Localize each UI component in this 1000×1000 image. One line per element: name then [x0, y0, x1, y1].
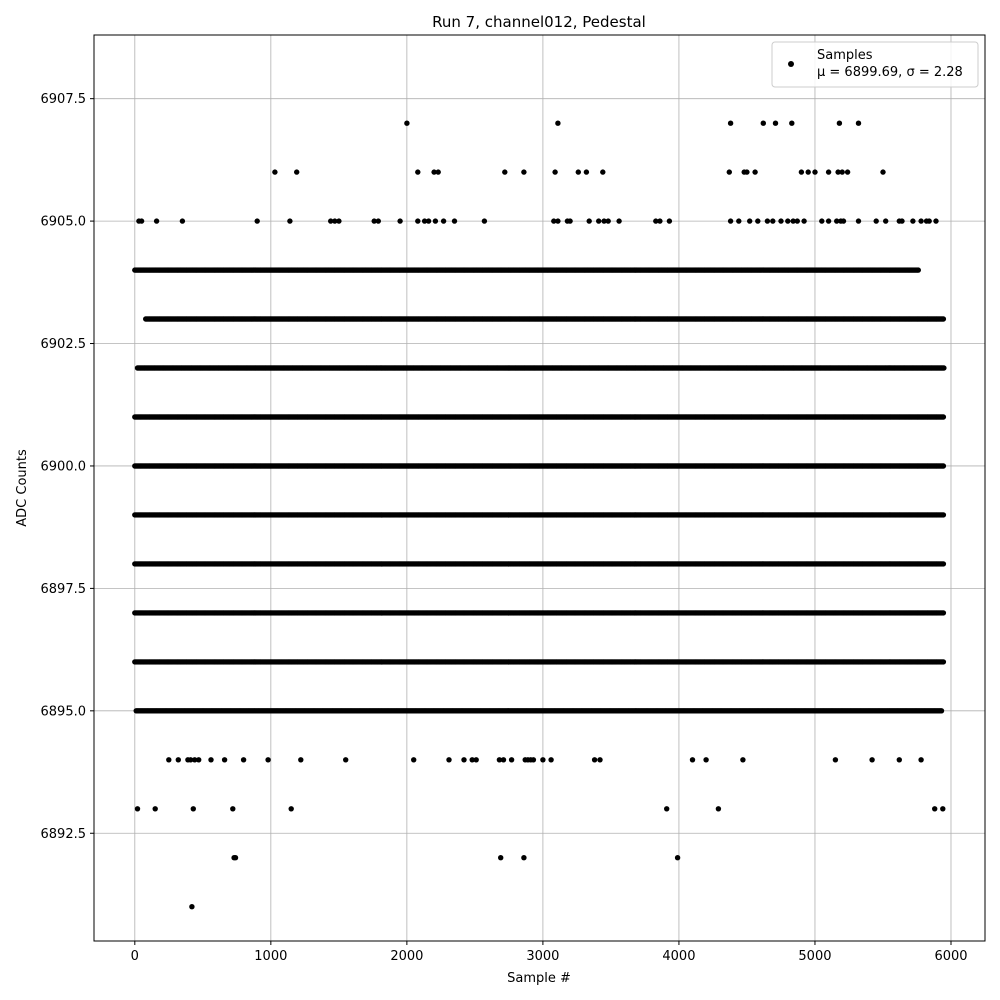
data-point	[940, 561, 947, 567]
data-point	[940, 414, 947, 420]
gridlines	[94, 35, 985, 941]
data-points	[132, 120, 947, 910]
chart-title: Run 7, channel012, Pedestal	[432, 13, 646, 31]
data-point	[940, 610, 947, 616]
data-point	[941, 365, 947, 371]
data-point	[940, 512, 947, 518]
data-point	[940, 463, 947, 469]
